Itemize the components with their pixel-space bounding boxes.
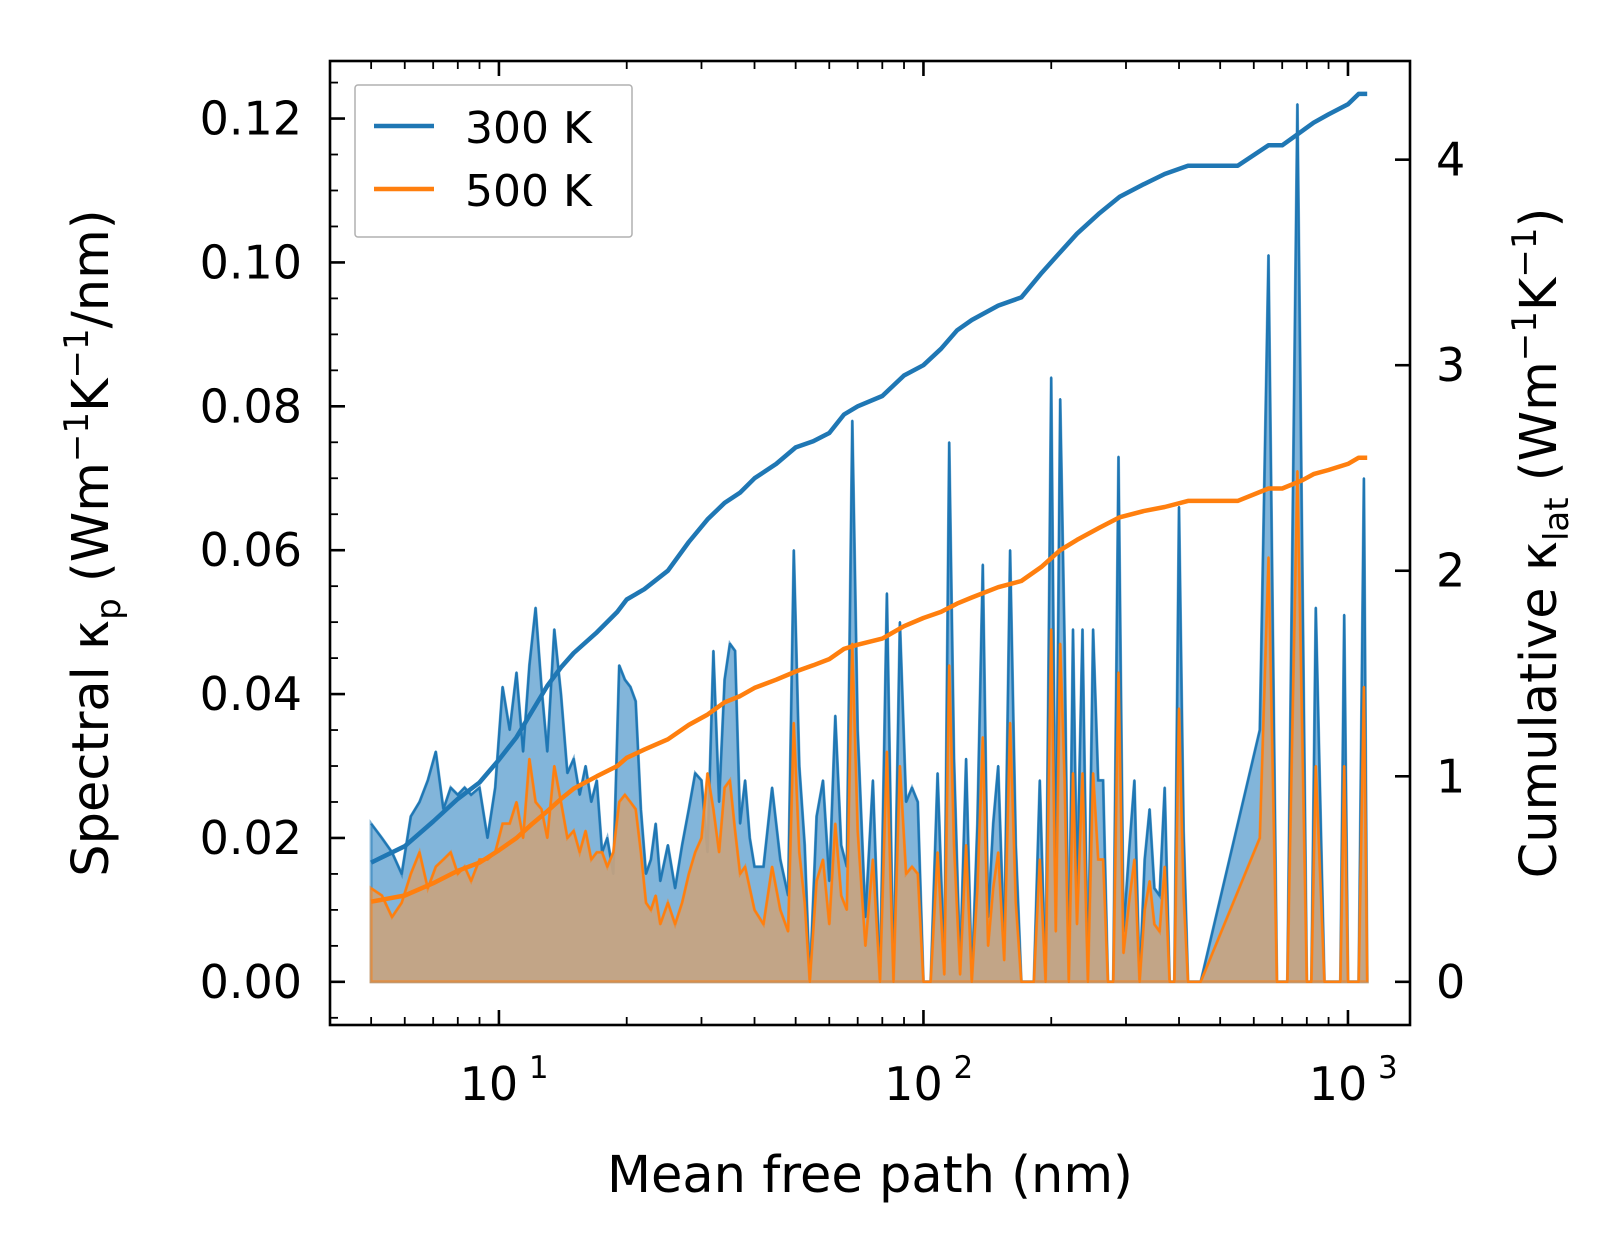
cumulative-line-300k [370, 91, 1368, 865]
right-tick-label: 1 [1436, 749, 1465, 803]
spectral-line-500k [370, 470, 1369, 983]
left-tick-label: 0.08 [200, 379, 302, 433]
left-tick-label: 0.02 [200, 811, 302, 865]
legend-box [354, 84, 633, 238]
x-tick-exponent: 1 [529, 1050, 549, 1086]
left-tick-label: 0.06 [200, 523, 302, 577]
cumulative-line-500k [370, 455, 1368, 904]
legend-label-500k: 500 K [465, 166, 593, 217]
plot-frame [328, 59, 1412, 1027]
left-tick-label: 0.12 [200, 92, 302, 146]
right-axis-label: Cumulative κlat (Wm−1K−1) [1505, 208, 1577, 879]
legend-label-300k: 300 K [465, 103, 593, 154]
x-axis-label: Mean free path (nm) [607, 1146, 1133, 1205]
right-tick-label: 3 [1436, 338, 1465, 392]
left-tick-label: 0.04 [200, 667, 302, 721]
right-tick-label: 2 [1436, 544, 1465, 598]
right-tick-label: 4 [1436, 133, 1465, 187]
x-tick-label: 10 [1309, 1057, 1368, 1111]
left-tick-label: 0.10 [200, 235, 302, 289]
legend: 300 K 500 K [354, 84, 633, 238]
x-tick-label: 10 [884, 1057, 943, 1111]
x-tick-exponent: 3 [1378, 1050, 1398, 1086]
left-tick-label: 0.00 [200, 955, 302, 1009]
x-tick-label: 10 [460, 1057, 519, 1111]
spectral-line-300k [370, 103, 1369, 983]
left-axis-label: Spectral κp (Wm−1K−1/nm) [57, 209, 129, 876]
right-tick-label: 0 [1436, 955, 1465, 1009]
x-tick-exponent: 2 [953, 1050, 973, 1086]
